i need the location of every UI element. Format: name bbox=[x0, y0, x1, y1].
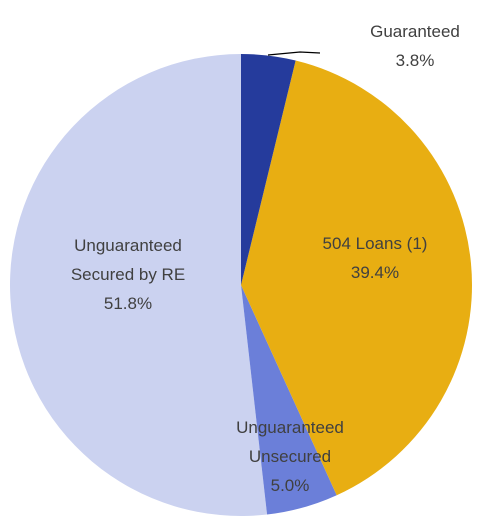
pie-slice bbox=[241, 285, 337, 515]
pie-slice bbox=[241, 54, 296, 285]
category-label: Guaranteed bbox=[370, 22, 460, 41]
value-label: 3.8% bbox=[395, 51, 435, 70]
value-label: 39.4% bbox=[350, 263, 400, 282]
leader-line bbox=[267, 51, 321, 56]
pie-slice bbox=[10, 54, 268, 516]
category-label: Unguaranteed Secured by RE bbox=[70, 236, 186, 284]
slice-label: 504 Loans (1) 39.4% bbox=[295, 229, 455, 287]
pie-slice bbox=[241, 60, 473, 496]
value-label: 51.8% bbox=[103, 294, 153, 313]
slice-label: Unguaranteed Unsecured 5.0% bbox=[210, 413, 370, 500]
slice-label: Unguaranteed Secured by RE 51.8% bbox=[48, 231, 208, 318]
category-label: Unguaranteed Unsecured bbox=[236, 418, 344, 466]
slice-label: Guaranteed 3.8% bbox=[335, 17, 489, 75]
value-label: 5.0% bbox=[270, 476, 310, 495]
category-label: 504 Loans (1) bbox=[322, 234, 428, 253]
